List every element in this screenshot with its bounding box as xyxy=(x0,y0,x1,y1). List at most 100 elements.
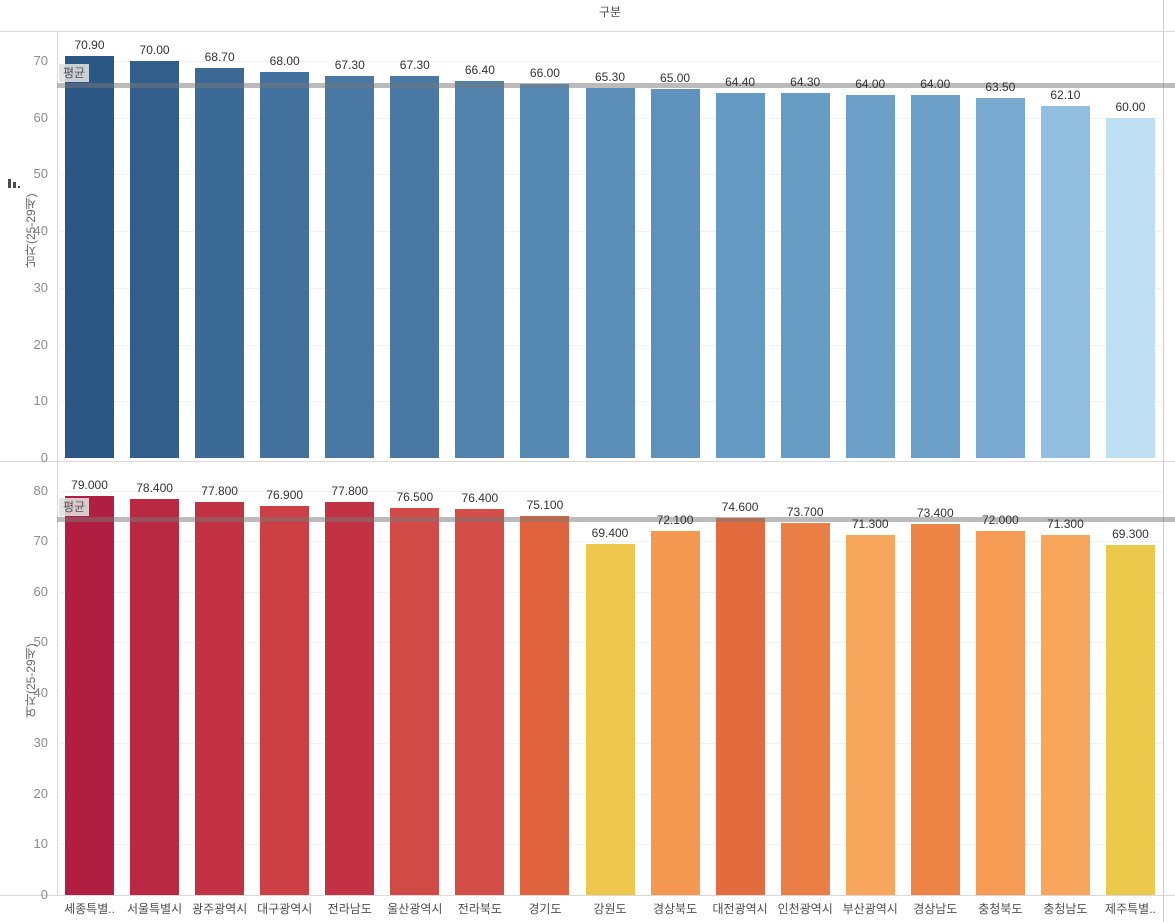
gridline xyxy=(57,61,1163,63)
y-tick-label: 70 xyxy=(33,533,48,549)
bar[interactable] xyxy=(650,530,700,895)
bar-value-label: 70.00 xyxy=(139,43,170,58)
average-reference-line xyxy=(57,517,1175,523)
bar-value-label: 66.00 xyxy=(529,65,560,80)
bar-value-label: 77.800 xyxy=(201,483,238,498)
bar-value-label: 62.10 xyxy=(1050,87,1081,102)
y-tick-label: 50 xyxy=(33,634,48,650)
y-axis-line xyxy=(57,31,58,895)
bar[interactable] xyxy=(1040,105,1090,458)
bar[interactable] xyxy=(130,498,180,895)
bar-value-label: 72.100 xyxy=(656,512,694,527)
x-axis-label[interactable]: 광주광역시 xyxy=(192,902,248,916)
x-axis-label[interactable]: 서울특별시 xyxy=(126,902,183,916)
x-axis-label[interactable]: 울산광역시 xyxy=(387,902,443,916)
x-axis-label[interactable]: 충청북도 xyxy=(978,902,1023,916)
bar[interactable] xyxy=(390,508,440,895)
gridline xyxy=(57,490,1163,492)
bar[interactable] xyxy=(975,97,1025,458)
bar[interactable] xyxy=(715,518,765,895)
bar[interactable] xyxy=(650,89,700,458)
x-axis-label[interactable]: 대전광역시 xyxy=(712,902,768,916)
bar-value-label: 68.70 xyxy=(204,50,235,65)
x-axis-label[interactable]: 충청남도 xyxy=(1043,902,1088,916)
y-tick-label: 60 xyxy=(33,109,48,125)
bar[interactable] xyxy=(585,87,635,458)
y-tick-label: 10 xyxy=(33,836,48,852)
bar[interactable] xyxy=(325,76,375,458)
x-axis-label[interactable]: 강원도 xyxy=(593,902,627,916)
sort-descending-icon[interactable] xyxy=(7,177,21,190)
bar[interactable] xyxy=(520,83,570,458)
bar[interactable] xyxy=(910,524,960,895)
bar-value-label: 76.500 xyxy=(396,490,434,505)
x-axis-label[interactable]: 전라남도 xyxy=(327,902,372,916)
bar-value-label: 70.90 xyxy=(74,37,105,52)
bar-value-label: 68.00 xyxy=(269,54,300,69)
header-divider xyxy=(0,31,1175,32)
bar[interactable] xyxy=(910,95,960,458)
x-axis-label[interactable]: 경상남도 xyxy=(913,902,958,916)
bar[interactable] xyxy=(520,515,570,895)
y-axis-title: 남자(25-29세) xyxy=(24,193,38,268)
bar-value-label: 63.50 xyxy=(985,79,1016,94)
bar[interactable] xyxy=(780,522,830,895)
bar-value-label: 64.30 xyxy=(790,75,821,90)
y-tick-label: 40 xyxy=(33,684,48,700)
bar-value-label: 79.000 xyxy=(71,477,108,492)
bar[interactable] xyxy=(845,95,895,458)
bar[interactable] xyxy=(195,68,245,458)
x-axis-label[interactable]: 부산광역시 xyxy=(842,902,898,916)
bar[interactable] xyxy=(1040,534,1090,895)
bar[interactable] xyxy=(1105,544,1155,895)
bar[interactable] xyxy=(260,506,310,895)
bar-value-label: 69.300 xyxy=(1112,526,1149,541)
bar-value-label: 69.400 xyxy=(591,526,629,541)
bar-value-label: 74.600 xyxy=(721,500,759,515)
bar-value-label: 77.800 xyxy=(331,483,369,498)
bar[interactable] xyxy=(455,81,505,458)
x-axis-label[interactable]: 전라북도 xyxy=(457,902,502,916)
bar[interactable] xyxy=(130,61,180,458)
bar[interactable] xyxy=(195,501,245,895)
x-axis-label[interactable]: 제주특별.. xyxy=(1105,902,1156,916)
bar-value-label: 64.00 xyxy=(920,77,951,92)
y-tick-label: 60 xyxy=(33,583,48,599)
y-tick-label: 0 xyxy=(40,450,48,465)
bar-value-label: 65.30 xyxy=(594,69,625,84)
average-line-label: 평균 xyxy=(59,64,90,83)
bar-value-label: 76.400 xyxy=(461,490,499,505)
y-tick-label: 0 xyxy=(40,887,48,902)
x-axis-label[interactable]: 인천광역시 xyxy=(777,902,833,916)
x-axis-label[interactable]: 경상북도 xyxy=(652,902,698,916)
average-reference-line xyxy=(57,83,1175,89)
bar-value-label: 60.00 xyxy=(1115,99,1146,114)
x-axis-label[interactable]: 세종특별.. xyxy=(64,902,115,916)
bar[interactable] xyxy=(260,72,310,458)
bar-value-label: 65.00 xyxy=(660,71,691,86)
bar[interactable] xyxy=(845,534,895,895)
bar-value-label: 67.30 xyxy=(399,58,430,73)
bar[interactable] xyxy=(65,55,115,458)
bar[interactable] xyxy=(65,495,115,895)
y-tick-label: 30 xyxy=(33,279,48,295)
bar[interactable] xyxy=(715,92,765,458)
x-axis-label[interactable]: 경기도 xyxy=(528,902,562,916)
pane-divider xyxy=(0,461,1175,462)
bar-value-label: 76.900 xyxy=(266,488,304,503)
bar-value-label: 66.40 xyxy=(464,63,495,78)
bar[interactable] xyxy=(780,93,830,458)
bar[interactable] xyxy=(325,501,375,895)
bar[interactable] xyxy=(975,531,1025,895)
x-axis-label[interactable]: 대구광역시 xyxy=(257,902,313,916)
gridline xyxy=(57,541,1163,543)
bar[interactable] xyxy=(455,508,505,895)
bar-value-label: 72.000 xyxy=(981,513,1019,528)
x-axis-line xyxy=(0,895,1175,896)
bar[interactable] xyxy=(585,544,635,895)
y-tick-label: 10 xyxy=(33,393,48,409)
bar[interactable] xyxy=(1105,117,1155,458)
bar-value-label: 64.00 xyxy=(855,77,886,92)
bar[interactable] xyxy=(390,76,440,458)
